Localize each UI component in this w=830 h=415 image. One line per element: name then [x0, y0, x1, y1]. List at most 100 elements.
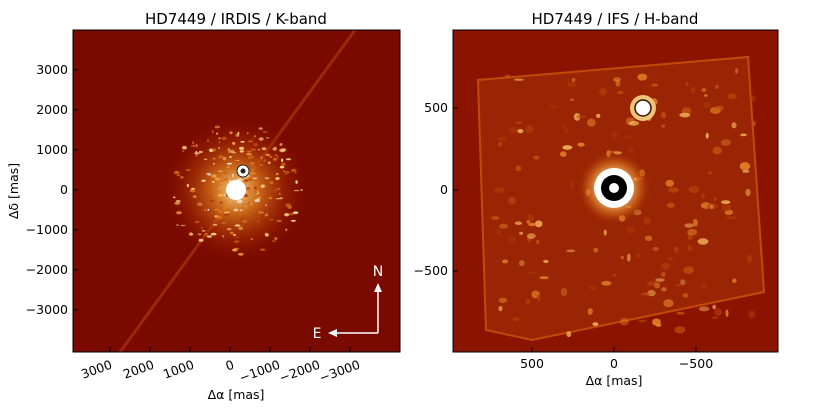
- irdis-ytick: −1000: [26, 222, 68, 237]
- speckle: [219, 179, 224, 182]
- speckle: [740, 133, 747, 137]
- speckle: [176, 174, 181, 177]
- speckle: [269, 219, 275, 221]
- speckle: [218, 147, 220, 150]
- speckle: [275, 198, 282, 200]
- speckle: [509, 126, 518, 134]
- ifs-companion: [634, 99, 652, 117]
- speckle: [567, 81, 577, 88]
- speckle: [514, 221, 523, 225]
- speckle: [185, 169, 191, 171]
- speckle: [226, 211, 230, 214]
- speckle: [269, 155, 273, 158]
- speckle: [515, 121, 523, 125]
- speckle: [655, 323, 662, 327]
- speckle: [236, 199, 243, 204]
- speckle: [172, 196, 176, 199]
- speckle: [616, 90, 624, 95]
- speckle: [195, 153, 198, 157]
- speckle: [519, 260, 525, 267]
- speckle: [234, 159, 240, 162]
- speckle: [515, 165, 522, 172]
- irdis-companion-core: [240, 168, 246, 174]
- speckle: [257, 220, 260, 223]
- speckle: [587, 308, 593, 315]
- speckle: [180, 224, 186, 227]
- speckle: [258, 127, 263, 130]
- speckle: [703, 101, 711, 109]
- speckle: [612, 273, 616, 278]
- panel-irdis-title: HD7449 / IRDIS / K-band: [145, 10, 327, 28]
- speckle: [244, 178, 249, 182]
- speckle: [498, 142, 503, 147]
- speckle: [560, 287, 568, 297]
- speckle: [211, 174, 217, 178]
- speckle: [265, 136, 270, 139]
- speckle: [715, 105, 724, 111]
- speckle: [264, 233, 269, 237]
- speckle: [496, 228, 502, 236]
- speckle: [260, 248, 266, 251]
- speckle: [251, 137, 254, 140]
- speckle: [257, 148, 260, 151]
- speckle: [244, 177, 247, 180]
- compass-east-label: E: [313, 326, 322, 342]
- speckle: [276, 219, 282, 223]
- speckle: [207, 139, 209, 143]
- speckle: [285, 203, 292, 207]
- speckle: [638, 319, 647, 323]
- ifs-image: [453, 30, 778, 352]
- speckle: [246, 132, 249, 135]
- ifs-yticks: 500 0 −500: [414, 100, 458, 278]
- speckle: [232, 233, 237, 237]
- speckle: [224, 172, 227, 174]
- speckle: [259, 164, 263, 166]
- speckle: [679, 112, 691, 118]
- speckle: [720, 139, 731, 146]
- irdis-xtick: −1000: [237, 357, 282, 386]
- irdis-xticks: 3000 2000 1000 0 −1000 −2000 −3000: [79, 347, 362, 385]
- speckle: [745, 188, 751, 197]
- ifs-xticks: 500 0 −500: [520, 347, 713, 371]
- speckle: [661, 124, 666, 128]
- speckle: [192, 141, 194, 145]
- speckle: [599, 87, 607, 96]
- speckle: [220, 182, 223, 184]
- speckle: [200, 226, 203, 229]
- irdis-xtick: 2000: [121, 357, 156, 382]
- speckle: [215, 215, 219, 218]
- speckle: [195, 143, 198, 148]
- speckle: [504, 74, 511, 79]
- speckle: [232, 248, 238, 252]
- speckle: [726, 216, 737, 220]
- speckle: [216, 211, 219, 214]
- speckle: [300, 189, 303, 191]
- irdis-xtick: −3000: [317, 357, 362, 386]
- speckle: [596, 113, 601, 118]
- speckle: [707, 203, 718, 209]
- speckle: [543, 259, 549, 264]
- speckle: [234, 224, 241, 227]
- speckle: [221, 222, 227, 224]
- speckle: [236, 236, 239, 239]
- speckle: [198, 238, 204, 242]
- speckle: [237, 131, 240, 135]
- speckle: [701, 283, 708, 289]
- speckle: [674, 326, 686, 334]
- speckle: [248, 178, 253, 181]
- speckle: [229, 161, 235, 163]
- irdis-xtick: 1000: [161, 357, 196, 382]
- irdis-ytick: −2000: [26, 262, 68, 277]
- speckle: [277, 155, 279, 159]
- speckle: [274, 188, 278, 192]
- speckle: [498, 305, 503, 312]
- speckle: [247, 190, 252, 193]
- speckle: [214, 125, 220, 129]
- speckle: [525, 298, 531, 305]
- speckle: [233, 208, 239, 212]
- speckle: [253, 214, 259, 218]
- speckle: [592, 322, 599, 326]
- speckle: [281, 162, 286, 166]
- speckle: [190, 145, 197, 147]
- speckle: [627, 253, 631, 262]
